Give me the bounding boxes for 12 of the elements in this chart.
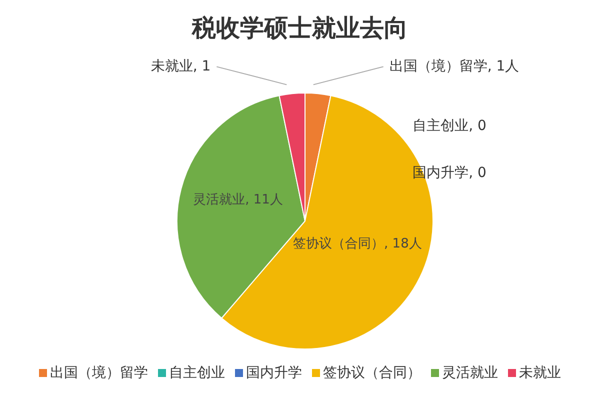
data-label: 出国（境）留学, 1人 [389,58,520,75]
legend-label: 未就业 [518,364,561,382]
chart-title: 税收学硕士就业去向 [190,13,409,44]
legend-label: 签协议（合同） [322,364,421,382]
text: 自主创业, 0 [412,118,486,134]
data-label: 签协议（合同）, 18人 [293,236,422,252]
legend-label: 国内升学 [245,364,302,382]
data-label: 未就业, 1 [150,58,211,75]
data-label: 灵活就业, 11人 [193,192,283,208]
legend-label: 出国（境）留学 [49,364,148,382]
legend-label: 灵活就业 [441,364,498,382]
legend-label: 自主创业 [168,364,225,382]
